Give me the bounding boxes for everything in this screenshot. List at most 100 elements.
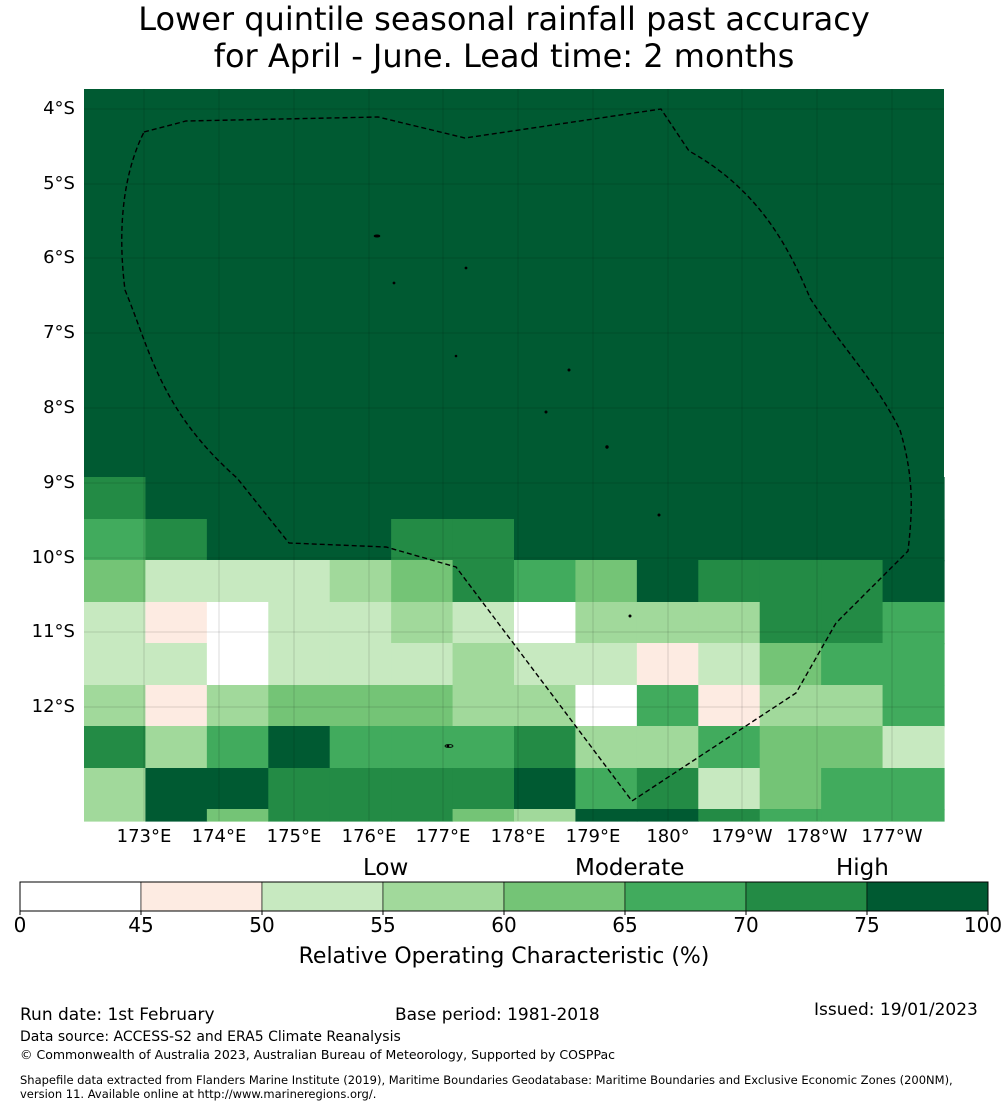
colorbar-segment <box>866 881 989 912</box>
grid-cell <box>329 477 392 520</box>
grid-cell <box>268 685 331 728</box>
grid-cell <box>636 685 699 728</box>
grid-cell <box>84 809 147 822</box>
lon-label: 173°E <box>116 826 172 847</box>
grid-cell <box>514 602 577 645</box>
grid-cell <box>206 768 269 811</box>
grid-cell <box>268 560 331 603</box>
colorbar-tick-label: 100 <box>963 913 1003 937</box>
grid-cell <box>698 726 761 769</box>
grid-cell <box>514 685 577 728</box>
grid-cell <box>329 560 392 603</box>
grid-cell <box>575 809 638 822</box>
grid-cell <box>636 768 699 811</box>
grid-cell <box>821 726 884 769</box>
shapefile-credit-line2: version 11. Available online at http://w… <box>20 1087 377 1101</box>
grid-cell <box>145 768 208 811</box>
island <box>392 281 396 285</box>
grid-cell <box>145 477 208 520</box>
grid-cell <box>391 809 454 822</box>
grid-cell <box>145 519 208 562</box>
grid-cell <box>514 726 577 769</box>
grid-cell <box>759 685 822 728</box>
colorbar-tick-label: 50 <box>249 913 275 937</box>
lat-label: 8°S <box>43 397 75 418</box>
grid-cell <box>636 643 699 686</box>
colorbar-tick-label: 0 <box>13 913 27 937</box>
grid-cell <box>636 602 699 645</box>
lon-label: 174°E <box>191 826 247 847</box>
grid-cell <box>882 519 945 562</box>
grid-cell <box>452 519 515 562</box>
eez-boundary <box>121 108 912 802</box>
grid-cell <box>514 809 577 822</box>
grid-cell <box>268 768 331 811</box>
colorbar-segment <box>624 881 747 912</box>
island <box>605 445 609 449</box>
grid-cell <box>206 643 269 686</box>
grid-cell <box>514 519 577 562</box>
lon-label: 179°W <box>711 826 773 847</box>
colorbar-segment <box>261 881 384 912</box>
lon-label: 178°E <box>490 826 546 847</box>
island <box>628 614 632 618</box>
colorbar-segment <box>140 881 263 912</box>
grid-cell <box>145 685 208 728</box>
colorbar-segment <box>19 881 142 912</box>
grid-cell <box>882 685 945 728</box>
lon-label: 178°W <box>786 826 848 847</box>
colorbar-segment <box>503 881 626 912</box>
grid-cell <box>268 519 331 562</box>
island <box>464 266 468 270</box>
grid-cell <box>759 768 822 811</box>
colorbar-tick-label: 60 <box>491 913 517 937</box>
grid-cell <box>514 768 577 811</box>
grid-cell <box>636 809 699 822</box>
grid-cell <box>636 477 699 520</box>
grid-cell <box>84 477 147 520</box>
grid-cell <box>391 560 454 603</box>
grid-cell <box>206 809 269 822</box>
grid-cell <box>452 685 515 728</box>
grid-cell <box>391 602 454 645</box>
grid-cell <box>452 560 515 603</box>
grid-cell <box>329 643 392 686</box>
grid-cell <box>84 726 147 769</box>
grid-cell <box>821 768 884 811</box>
colorbar-tick-label: 65 <box>612 913 638 937</box>
lon-label: 180° <box>646 826 690 847</box>
lat-label: 7°S <box>43 322 75 343</box>
grid-cell <box>575 726 638 769</box>
grid-cell <box>698 560 761 603</box>
grid-cell <box>575 519 638 562</box>
grid-cell <box>759 560 822 603</box>
lon-label: 176°E <box>341 826 397 847</box>
lat-label: 9°S <box>43 472 75 493</box>
island <box>657 513 661 517</box>
category-moderate: Moderate <box>575 855 685 881</box>
grid-cell <box>268 602 331 645</box>
colorbar-label: Relative Operating Characteristic (%) <box>298 944 710 969</box>
lon-label: 179°E <box>565 826 621 847</box>
grid-cell <box>759 519 822 562</box>
grid-cell <box>452 809 515 822</box>
grid-cell <box>759 602 822 645</box>
island <box>544 410 548 414</box>
grid-cell <box>206 726 269 769</box>
grid-cell <box>698 643 761 686</box>
grid-cell <box>452 726 515 769</box>
grid-cell <box>882 643 945 686</box>
grid-cell <box>759 809 822 822</box>
colorbar-tick-label: 70 <box>733 913 759 937</box>
grid-cell <box>698 768 761 811</box>
grid-cell <box>84 602 147 645</box>
grid-cell <box>882 477 945 520</box>
grid-cell <box>391 643 454 686</box>
colorbar-segment <box>382 881 505 912</box>
grid-cell <box>759 477 822 520</box>
lon-label: 177°W <box>861 826 923 847</box>
grid-cell <box>759 726 822 769</box>
grid-cell <box>145 560 208 603</box>
grid-cell <box>329 602 392 645</box>
